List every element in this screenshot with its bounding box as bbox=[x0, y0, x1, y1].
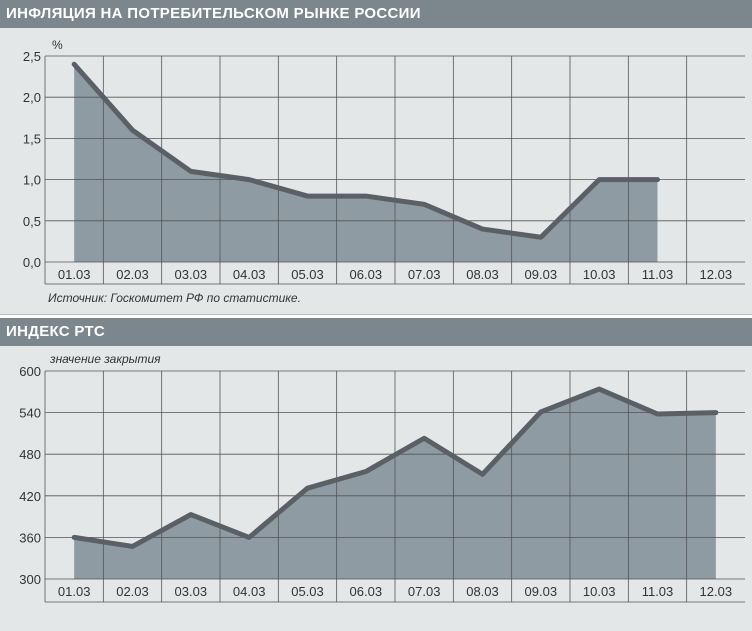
inflation-source: Источник: Госкомитет РФ по статистике. bbox=[48, 291, 301, 305]
series-line bbox=[71, 386, 719, 549]
x-tick-label: 04.03 bbox=[233, 267, 266, 282]
x-tick-label: 06.03 bbox=[350, 584, 383, 599]
inflation-unit: % bbox=[52, 38, 63, 52]
x-tick-label: 10.03 bbox=[583, 584, 616, 599]
x-tick-label: 01.03 bbox=[58, 584, 91, 599]
x-tick-label: 04.03 bbox=[233, 584, 266, 599]
x-tick-label: 01.03 bbox=[58, 267, 91, 282]
y-tick-label: 360 bbox=[19, 530, 41, 545]
y-tick-label: 600 bbox=[19, 364, 41, 379]
rts-header: ИНДЕКС РТС bbox=[0, 318, 752, 346]
x-tick-label: 11.03 bbox=[642, 584, 674, 599]
x-tick-label: 09.03 bbox=[525, 584, 558, 599]
divider bbox=[0, 314, 752, 315]
x-tick-label: 09.03 bbox=[525, 267, 558, 282]
x-tick-label: 08.03 bbox=[466, 267, 499, 282]
x-tick-label: 10.03 bbox=[583, 267, 616, 282]
y-tick-label: 0,0 bbox=[23, 255, 41, 270]
x-tick-label: 03.03 bbox=[175, 584, 208, 599]
x-tick-label: 03.03 bbox=[175, 267, 208, 282]
x-tick-label: 05.03 bbox=[291, 584, 324, 599]
series-line bbox=[71, 61, 660, 240]
y-tick-label: 2,5 bbox=[23, 49, 41, 64]
x-tick-label: 07.03 bbox=[408, 267, 441, 282]
y-tick-label: 300 bbox=[19, 572, 41, 587]
y-tick-label: 540 bbox=[19, 406, 41, 421]
x-tick-label: 02.03 bbox=[116, 267, 149, 282]
rts-unit: значение закрытия bbox=[50, 352, 161, 366]
inflation-header: ИНФЛЯЦИЯ НА ПОТРЕБИТЕЛЬСКОМ РЫНКЕ РОССИИ bbox=[0, 0, 752, 28]
inflation-chart: 0,0 0,5 1,0 1,5 2,0 2,5 01.03 02.03 03.03 04.03 05… bbox=[23, 49, 745, 285]
inflation-panel: 0,0 0,5 1,0 1,5 2,0 2,5 01.03 02.03 03.03 04.03 05… bbox=[0, 28, 752, 314]
y-tick-label: 1,0 bbox=[23, 173, 41, 188]
x-tick-label: 08.03 bbox=[466, 584, 499, 599]
x-tick-label: 11.03 bbox=[642, 267, 674, 282]
y-tick-label: 0,5 bbox=[23, 214, 41, 229]
x-tick-label: 12.03 bbox=[700, 584, 733, 599]
x-tick-label: 06.03 bbox=[350, 267, 383, 282]
x-tick-label: 12.03 bbox=[700, 267, 733, 282]
rts-chart: 300 360 420 480 540 600 01.03 02.03 03.03 04.03 05… bbox=[19, 364, 745, 603]
x-tick-label: 02.03 bbox=[116, 584, 149, 599]
x-tick-label: 05.03 bbox=[291, 267, 324, 282]
x-tick-label: 07.03 bbox=[408, 584, 441, 599]
y-tick-label: 420 bbox=[19, 489, 41, 504]
y-tick-label: 1,5 bbox=[23, 131, 41, 146]
rts-panel: 300 360 420 480 540 600 01.03 02.03 03.03 04.03 05… bbox=[0, 346, 752, 631]
y-tick-label: 480 bbox=[19, 447, 41, 462]
y-tick-label: 2,0 bbox=[23, 90, 41, 105]
